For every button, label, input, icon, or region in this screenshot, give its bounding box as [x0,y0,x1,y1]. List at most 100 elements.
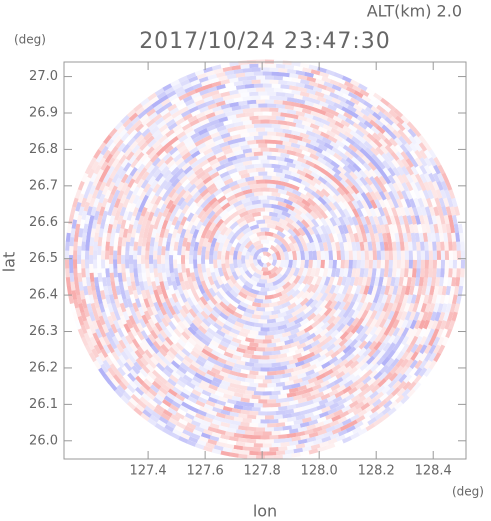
echo-cell [260,211,270,216]
echo-cell [287,250,294,260]
echo-cell [175,167,185,177]
echo-cell [227,114,238,121]
echo-cell [183,165,193,175]
echo-cell [365,87,376,97]
echo-cell [268,259,273,265]
echo-cell [379,117,389,127]
echo-cell [316,354,327,363]
echo-cell [275,103,286,109]
echo-cell [273,238,283,247]
echo-cell [201,92,212,100]
echo-cell [342,208,351,219]
echo-cell [166,377,177,387]
echo-cell [151,369,161,379]
echo-cell [96,294,103,304]
echo-cell [140,329,149,340]
echo-cell [251,107,262,113]
echo-cell [199,88,210,96]
echo-cell [403,374,413,384]
echo-cell [340,185,350,196]
echo-cell [391,268,397,278]
echo-cell [401,165,410,176]
echo-cell [344,276,352,287]
echo-cell [298,206,309,216]
echo-cell [244,402,254,408]
echo-cell [452,214,458,225]
echo-cell [154,393,165,403]
echo-cell [421,311,429,322]
echo-cell [247,99,257,105]
echo-cell [178,134,189,143]
echo-cell [181,109,192,118]
echo-cell [271,350,281,356]
echo-cell [194,69,205,76]
echo-cell [320,118,331,127]
echo-cell [341,436,352,444]
echo-cell [213,444,224,451]
echo-cell [295,151,306,159]
echo-cell [114,388,124,398]
echo-cell [368,215,376,226]
echo-cell [130,280,137,291]
echo-cell [244,164,255,170]
echo-cell [222,363,233,371]
echo-cell [328,233,335,243]
echo-cell [323,307,333,317]
echo-cell [238,76,248,82]
echo-cell [205,369,216,378]
echo-cell [342,308,351,319]
echo-cell [406,121,416,131]
echo-cell [387,167,396,177]
echo-cell [80,323,88,334]
echo-cell [224,110,235,117]
echo-cell [364,215,372,226]
echo-cell [216,233,224,244]
echo-cell [288,375,299,382]
echo-cell [347,91,359,100]
echo-cell [345,324,355,335]
echo-cell [317,156,328,165]
echo-cell [225,151,236,159]
echo-cell [317,385,328,393]
echo-cell [356,135,367,145]
echo-cell [129,306,137,317]
echo-cell [71,218,78,229]
echo-cell [134,375,145,385]
echo-cell [360,215,368,226]
echo-cell [383,326,392,337]
echo-cell [178,93,189,101]
echo-cell [111,302,118,313]
echo-cell [220,409,231,416]
echo-cell [131,170,141,181]
echo-cell [158,94,169,103]
echo-cell [89,184,97,195]
echo-cell [88,323,97,334]
echo-cell [139,152,149,163]
echo-cell [207,275,215,286]
echo-cell [133,147,143,158]
echo-cell [425,285,431,296]
echo-cell [447,214,454,225]
echo-cell [83,332,91,343]
echo-cell [179,280,187,291]
echo-cell [378,371,388,381]
echo-cell [160,98,171,107]
echo-cell [452,241,457,252]
echo-cell [208,287,217,298]
echo-cell [356,259,361,269]
echo-cell [218,128,229,136]
echo-cell [260,407,270,412]
echo-cell [311,233,319,244]
echo-cell [207,396,218,404]
echo-cell [168,223,176,234]
echo-cell [405,351,414,362]
echo-cell [386,206,394,218]
echo-cell [320,224,328,235]
echo-cell [368,168,378,179]
echo-cell [136,371,147,382]
echo-cell [137,293,145,304]
echo-cell [346,293,355,304]
echo-cell [165,219,173,230]
echo-cell [257,399,268,404]
echo-cell [188,405,199,414]
